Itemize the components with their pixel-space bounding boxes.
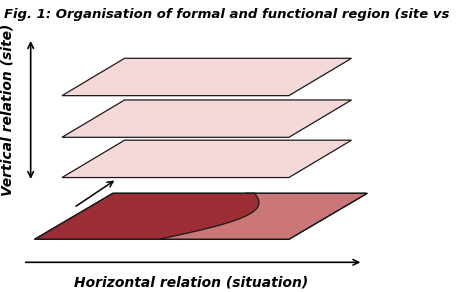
Polygon shape — [62, 58, 352, 96]
Text: Fig. 1: Organisation of formal and functional region (site vs: Fig. 1: Organisation of formal and funct… — [4, 8, 449, 21]
Polygon shape — [159, 193, 367, 239]
Polygon shape — [35, 193, 367, 239]
Polygon shape — [35, 193, 259, 239]
Polygon shape — [62, 140, 352, 178]
Polygon shape — [62, 100, 352, 137]
Text: Vertical relation (site): Vertical relation (site) — [1, 24, 15, 196]
Text: Horizontal relation (situation): Horizontal relation (situation) — [74, 275, 308, 289]
